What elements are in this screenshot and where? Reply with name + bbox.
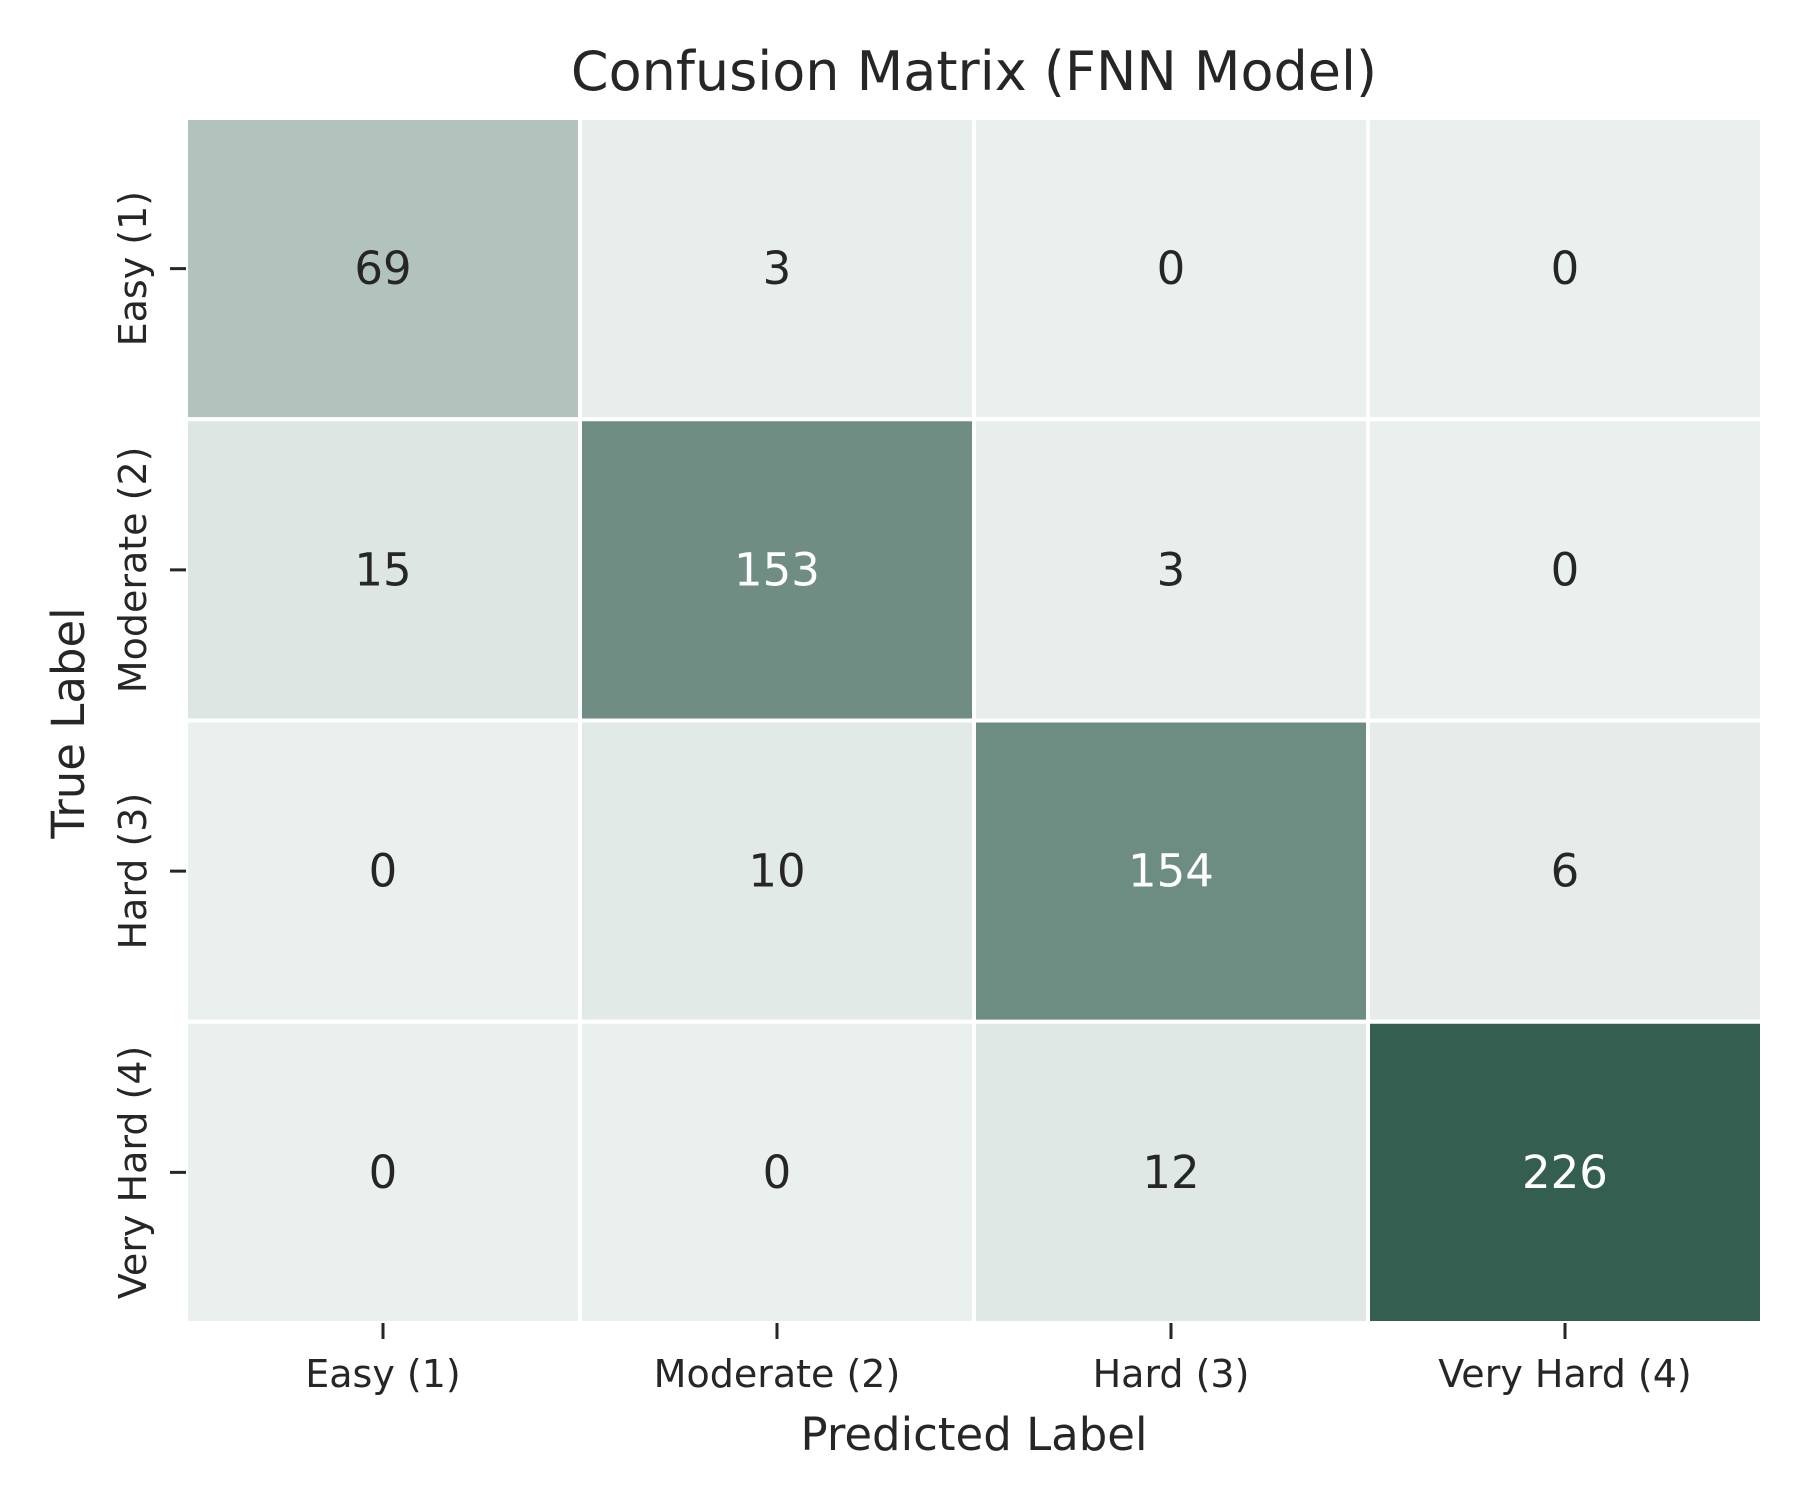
heatmap-cell-r1-c3 — [972, 116, 1370, 422]
cell-value-r3-c4: 6 — [1551, 845, 1580, 898]
heatmap-cell-r3-c4 — [1366, 718, 1764, 1024]
heatmap-cell-r1-c2 — [578, 116, 976, 422]
cell-value-r4-c1: 0 — [369, 1146, 398, 1199]
cell-value-r4-c4: 226 — [1522, 1146, 1608, 1199]
cell-value-r4-c2: 0 — [763, 1146, 792, 1199]
cell-value-r3-c1: 0 — [369, 845, 398, 898]
cell-value-r2-c4: 0 — [1551, 543, 1580, 596]
cell-value-r3-c3: 154 — [1128, 845, 1214, 898]
y-tick-label-moderate-2: Moderate (2) — [111, 447, 155, 694]
cell-value-r2-c2: 153 — [734, 543, 820, 596]
y-tick-label-hard-3: Hard (3) — [111, 793, 155, 950]
heatmap-cells: 69 3 0 0 15 153 3 0 0 10 154 6 0 0 12 226 — [184, 116, 1764, 1325]
x-tick-label-hard-3: Hard (3) — [1093, 1352, 1250, 1396]
y-axis-ticks: Easy (1) Moderate (2) Hard (3) Very Hard (4… — [111, 191, 186, 1299]
cell-value-r1-c4: 0 — [1551, 242, 1580, 295]
chart-title: Confusion Matrix (FNN Model) — [571, 40, 1377, 103]
x-tick-label-very-hard-4: Very Hard (4) — [1438, 1352, 1691, 1396]
heatmap-cell-r3-c2 — [578, 718, 976, 1024]
y-tick-label-very-hard-4: Very Hard (4) — [111, 1046, 155, 1299]
heatmap-cell-r2-c4 — [1366, 417, 1764, 723]
cell-value-r1-c1: 69 — [354, 242, 411, 295]
heatmap-cell-r4-c2 — [578, 1019, 976, 1325]
heatmap-cell-r2-c1 — [184, 417, 582, 723]
heatmap-cell-r1-c1 — [184, 116, 582, 422]
x-axis-ticks: Easy (1) Moderate (2) Hard (3) Very Hard (4… — [305, 1323, 1692, 1396]
x-axis-label: Predicted Label — [801, 1408, 1148, 1461]
y-tick-label-easy-1: Easy (1) — [111, 191, 155, 347]
heatmap-cell-r1-c4 — [1366, 116, 1764, 422]
y-axis-label: True Label — [42, 607, 95, 839]
cell-value-r3-c2: 10 — [748, 845, 805, 898]
heatmap-cell-r4-c4 — [1366, 1019, 1764, 1325]
cell-value-r1-c3: 0 — [1157, 242, 1186, 295]
cell-value-r4-c3: 12 — [1142, 1146, 1199, 1199]
heatmap-cell-r4-c1 — [184, 1019, 582, 1325]
cell-value-r2-c1: 15 — [354, 543, 411, 596]
x-tick-label-easy-1: Easy (1) — [305, 1352, 461, 1396]
cell-value-r1-c2: 3 — [763, 242, 792, 295]
cell-value-r2-c3: 3 — [1157, 543, 1186, 596]
heatmap-cell-r2-c2 — [578, 417, 976, 723]
x-tick-label-moderate-2: Moderate (2) — [654, 1352, 901, 1396]
